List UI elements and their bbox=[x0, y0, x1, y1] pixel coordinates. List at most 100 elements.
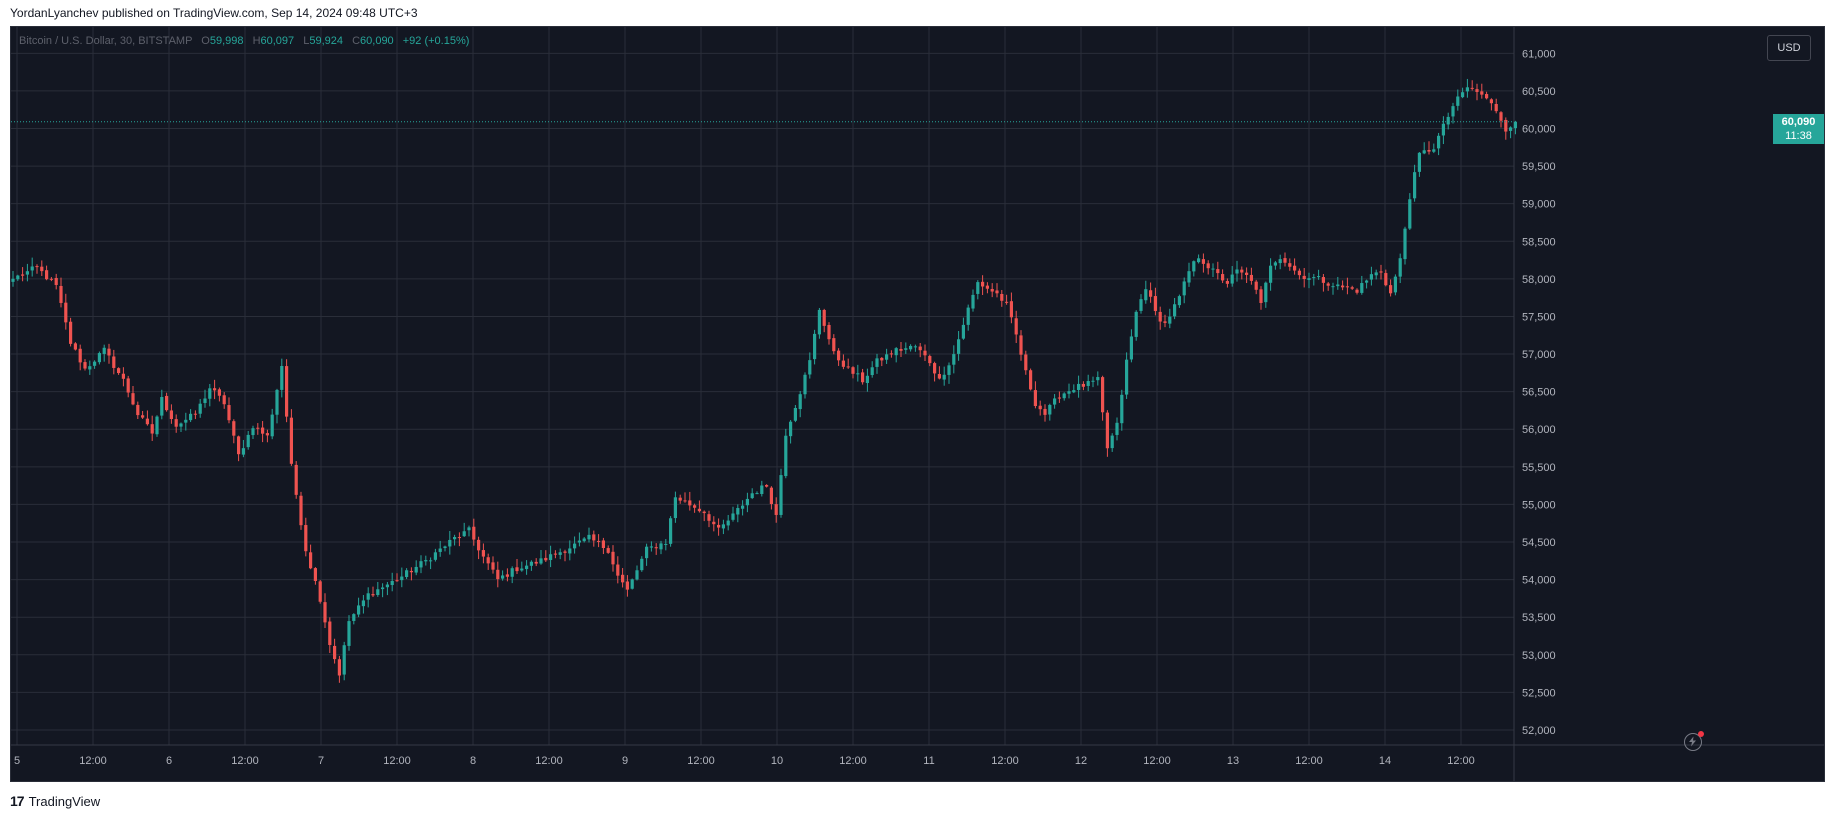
candle-body bbox=[1499, 112, 1503, 121]
candle-body bbox=[1288, 263, 1292, 267]
candle-body bbox=[337, 659, 341, 676]
candle-body bbox=[909, 345, 913, 350]
candle-body bbox=[1105, 412, 1109, 449]
candle-body bbox=[246, 434, 250, 448]
chart-panel[interactable]: 52,000 52,500 53,000 53,500 54,000 54,500 55,0… bbox=[10, 26, 1825, 782]
candle-body bbox=[683, 500, 687, 502]
candle-body bbox=[1432, 149, 1436, 152]
candle-body bbox=[726, 520, 730, 526]
candle-body bbox=[913, 346, 917, 348]
candle-body bbox=[313, 568, 317, 581]
candle-body bbox=[141, 415, 145, 418]
candle-body bbox=[851, 367, 855, 374]
footer-brand[interactable]: TradingView bbox=[28, 793, 101, 809]
chart-background bbox=[11, 27, 1824, 781]
candle-body bbox=[414, 566, 418, 573]
candle-body bbox=[21, 274, 25, 276]
y-tick-label: 54,000 bbox=[1522, 575, 1556, 587]
candle-body bbox=[184, 419, 188, 423]
candle-body bbox=[837, 350, 841, 361]
candle-body bbox=[318, 581, 322, 602]
x-tick-label: 8 bbox=[470, 755, 476, 767]
candle-body bbox=[721, 524, 725, 529]
candle-body bbox=[712, 521, 716, 525]
candle-body bbox=[942, 374, 946, 380]
candle-body bbox=[918, 346, 922, 351]
candle-body bbox=[112, 356, 116, 368]
candle-body bbox=[995, 290, 999, 294]
candle-body bbox=[390, 580, 394, 586]
candle-body bbox=[784, 435, 788, 477]
open-key: O bbox=[201, 35, 210, 47]
candle-body bbox=[97, 353, 101, 363]
y-tick-label: 57,000 bbox=[1522, 349, 1556, 361]
y-tick-label: 56,500 bbox=[1522, 387, 1556, 399]
candle-body bbox=[1168, 316, 1172, 324]
candle-body bbox=[1086, 381, 1090, 386]
candle-body bbox=[880, 357, 884, 361]
candle-body bbox=[947, 365, 951, 375]
candle-body bbox=[376, 589, 380, 595]
candle-body bbox=[1201, 259, 1205, 264]
candle-body bbox=[395, 580, 399, 582]
chart-legend: Bitcoin / U.S. Dollar, 30, BITSTAMP O59,… bbox=[19, 35, 469, 47]
last-price-label: 60,090 11:38 bbox=[1773, 113, 1824, 144]
candle-body bbox=[419, 561, 423, 568]
y-tick-label: 60,000 bbox=[1522, 123, 1556, 135]
candle-body bbox=[1283, 258, 1287, 263]
candle-body bbox=[1494, 103, 1498, 112]
candle-body bbox=[491, 562, 495, 570]
candle-body bbox=[222, 395, 226, 405]
candle-body bbox=[774, 504, 778, 515]
bar-countdown: 11:38 bbox=[1785, 129, 1812, 142]
candle-body bbox=[1326, 283, 1330, 286]
x-tick-label: 9 bbox=[622, 755, 628, 767]
candle-body bbox=[237, 436, 241, 455]
candle-body bbox=[1182, 281, 1186, 296]
currency-button[interactable]: USD bbox=[1767, 35, 1811, 61]
candle-body bbox=[1014, 318, 1018, 335]
candle-body bbox=[525, 565, 529, 570]
candle-body bbox=[424, 560, 428, 562]
close-value: 60,090 bbox=[360, 35, 394, 47]
candlestick-chart[interactable]: 52,000 52,500 53,000 53,500 54,000 54,500 55,0… bbox=[11, 27, 1824, 781]
candle-body bbox=[745, 498, 749, 506]
candle-body bbox=[899, 348, 903, 351]
candle-body bbox=[381, 587, 385, 590]
candle-body bbox=[1144, 289, 1148, 301]
candle-body bbox=[750, 493, 754, 499]
candle-body bbox=[73, 343, 77, 350]
candle-body bbox=[1096, 377, 1100, 381]
candle-body bbox=[1177, 296, 1181, 306]
candle-body bbox=[232, 421, 236, 436]
candle-body bbox=[808, 360, 812, 375]
x-tick-label: 12:00 bbox=[1143, 755, 1171, 767]
candle-body bbox=[865, 375, 869, 384]
candle-body bbox=[45, 270, 49, 280]
candle-body bbox=[1024, 354, 1028, 371]
candle-body bbox=[429, 560, 433, 562]
candle-body bbox=[409, 570, 413, 573]
candle-body bbox=[1273, 262, 1277, 266]
candle-body bbox=[889, 353, 893, 355]
candle-body bbox=[328, 621, 332, 645]
candle-body bbox=[1422, 150, 1426, 154]
x-tick-label: 12:00 bbox=[231, 755, 259, 767]
candle-body bbox=[549, 554, 553, 561]
candle-body bbox=[1341, 285, 1345, 288]
candle-body bbox=[669, 518, 673, 544]
x-tick-label: 12:00 bbox=[687, 755, 715, 767]
candle-body bbox=[798, 394, 802, 410]
lightning-icon[interactable] bbox=[1684, 731, 1704, 751]
candle-body bbox=[1345, 286, 1349, 288]
candle-body bbox=[1197, 258, 1201, 263]
y-tick-label: 52,000 bbox=[1522, 725, 1556, 737]
candle-body bbox=[769, 487, 773, 504]
candle-body bbox=[1216, 269, 1220, 274]
candle-body bbox=[462, 531, 466, 537]
candle-body bbox=[1091, 380, 1095, 382]
footer: 17 TradingView bbox=[10, 793, 100, 809]
candle-body bbox=[193, 413, 197, 415]
candle-body bbox=[981, 281, 985, 287]
candle-body bbox=[69, 321, 73, 344]
